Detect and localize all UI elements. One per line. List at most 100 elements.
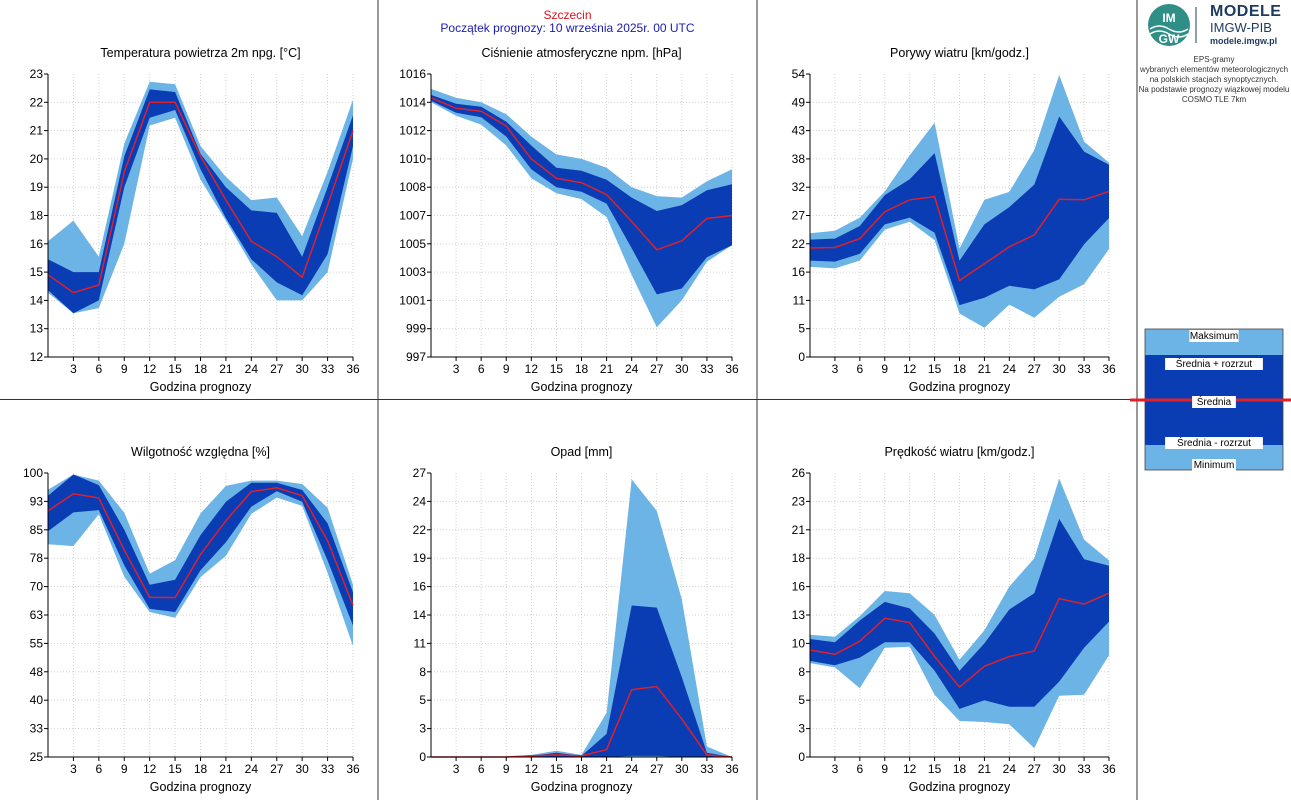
x-tick-label: 15	[550, 762, 564, 776]
x-tick-label: 21	[600, 762, 614, 776]
y-tick-label: 19	[413, 551, 427, 565]
y-tick-label: 1007	[399, 209, 426, 223]
legend-mean-minus-label: Średnia - rozrzut	[1177, 436, 1251, 449]
y-tick-label: 49	[792, 95, 806, 109]
y-tick-label: 0	[419, 750, 426, 764]
band-spread	[810, 518, 1109, 709]
x-tick-label: 3	[832, 762, 839, 776]
legend-mean-minus-label-bg	[1165, 437, 1263, 449]
y-tick-label: 23	[792, 494, 806, 508]
svg-text:IM: IM	[1162, 11, 1175, 25]
y-tick-label: 1016	[399, 67, 426, 81]
x-tick-label: 18	[953, 362, 967, 376]
y-tick-label: 1003	[399, 265, 426, 279]
x-tick-label: 21	[978, 762, 992, 776]
mean-line	[47, 101, 354, 294]
x-tick-label: 36	[346, 362, 360, 376]
legend-min-label-bg	[1192, 459, 1236, 471]
y-tick-label: 21	[792, 523, 806, 537]
y-tick-label: 78	[30, 551, 44, 565]
y-tick-label: 0	[798, 350, 805, 364]
y-tick-label: 19	[30, 180, 44, 194]
x-tick-label: 36	[1102, 362, 1116, 376]
x-axis-label: Godzina prognozy	[909, 780, 1011, 794]
x-axis-label: Godzina prognozy	[531, 780, 633, 794]
y-tick-label: 13	[792, 608, 806, 622]
x-tick-label: 27	[1028, 762, 1042, 776]
y-tick-label: 93	[30, 494, 44, 508]
x-tick-label: 30	[1052, 362, 1066, 376]
x-tick-label: 18	[575, 762, 589, 776]
y-tick-label: 25	[30, 750, 44, 764]
x-tick-label: 27	[650, 362, 664, 376]
x-tick-label: 36	[1102, 762, 1116, 776]
x-tick-label: 9	[121, 362, 128, 376]
y-tick-label: 100	[23, 466, 43, 480]
x-tick-label: 3	[70, 362, 77, 376]
y-tick-label: 12	[30, 350, 44, 364]
x-tick-label: 6	[478, 362, 485, 376]
x-axis-label: Godzina prognozy	[150, 780, 252, 794]
x-tick-label: 36	[346, 762, 360, 776]
y-tick-label: 1008	[399, 180, 426, 194]
x-tick-label: 12	[903, 362, 917, 376]
x-tick-label: 15	[168, 362, 182, 376]
legend-max-label: Maksimum	[1190, 331, 1238, 342]
forecast-start: Początek prognozy: 10 września 2025r. 00…	[440, 21, 695, 35]
y-tick-label: 18	[30, 209, 44, 223]
info-line: EPS-gramy	[1193, 55, 1235, 64]
x-tick-label: 33	[700, 762, 714, 776]
y-tick-label: 20	[30, 152, 44, 166]
y-tick-label: 27	[413, 466, 427, 480]
y-tick-label: 8	[419, 665, 426, 679]
imgw-logo: IM GW MODELE IMGW-PIB modele.imgw.pl	[1147, 3, 1287, 47]
y-tick-label: 16	[792, 580, 806, 594]
y-tick-label: 15	[30, 265, 44, 279]
y-tick-label: 85	[30, 523, 44, 537]
y-tick-label: 22	[413, 523, 427, 537]
x-tick-label: 18	[575, 362, 589, 376]
x-tick-label: 6	[95, 362, 102, 376]
x-tick-label: 9	[881, 362, 888, 376]
band-spread	[48, 474, 353, 626]
y-tick-label: 18	[792, 551, 806, 565]
x-axis-label: Godzina prognozy	[531, 380, 633, 394]
x-tick-label: 21	[978, 362, 992, 376]
info-line: wybranych elementów meteorologicznych	[1139, 65, 1289, 74]
x-tick-label: 9	[121, 762, 128, 776]
x-tick-label: 33	[1077, 362, 1091, 376]
x-tick-label: 21	[219, 362, 233, 376]
x-tick-label: 6	[478, 762, 485, 776]
info-line: COSMO TLE 7km	[1181, 95, 1247, 104]
logo-url[interactable]: modele.imgw.pl	[1210, 36, 1278, 46]
x-tick-label: 18	[953, 762, 967, 776]
x-tick-label: 3	[453, 362, 460, 376]
y-tick-label: 10	[792, 636, 806, 650]
svg-text:GW: GW	[1159, 32, 1180, 46]
y-tick-label: 13	[30, 322, 44, 336]
logo-org: IMGW-PIB	[1210, 20, 1272, 35]
y-tick-label: 43	[792, 124, 806, 138]
chart-title: Temperatura powietrza 2m npg. [°C]	[100, 46, 300, 60]
x-tick-label: 36	[725, 762, 739, 776]
y-tick-label: 54	[792, 67, 806, 81]
x-tick-label: 12	[143, 762, 157, 776]
x-tick-label: 27	[650, 762, 664, 776]
x-tick-label: 33	[1077, 762, 1091, 776]
mean-line	[430, 97, 733, 251]
x-tick-label: 12	[143, 362, 157, 376]
x-tick-label: 18	[194, 762, 208, 776]
x-tick-label: 30	[675, 362, 689, 376]
x-tick-label: 21	[219, 762, 233, 776]
x-tick-label: 24	[245, 362, 259, 376]
mean-line	[809, 190, 1110, 282]
x-tick-label: 9	[881, 762, 888, 776]
y-tick-label: 14	[413, 608, 427, 622]
x-tick-label: 30	[295, 362, 309, 376]
x-tick-label: 6	[856, 762, 863, 776]
mean-line	[47, 487, 354, 606]
imgw-logo-mark: IM GW	[1148, 4, 1197, 46]
